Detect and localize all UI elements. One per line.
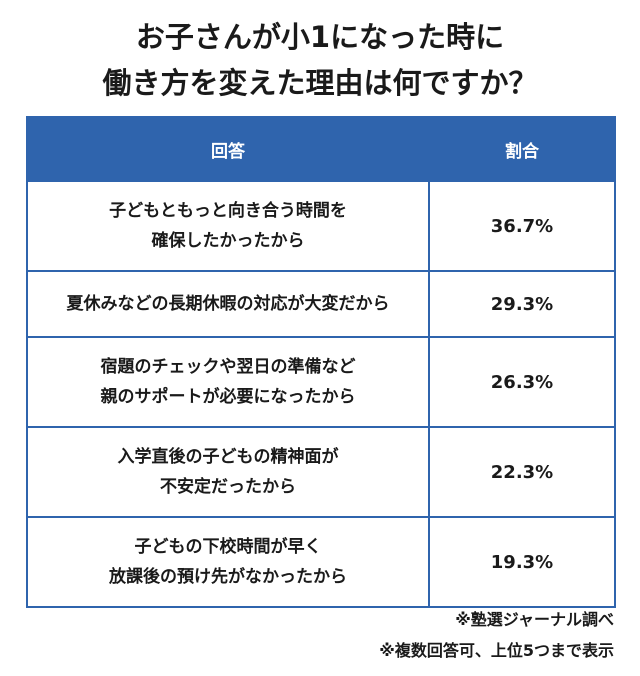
reason-line: 確保したかったから: [151, 231, 305, 251]
header-answer: 回答: [26, 116, 430, 182]
title-line-1: お子さんが小1になった時に: [135, 20, 505, 54]
method-note: ※複数回答可、上位5つまで表示: [379, 641, 614, 660]
percentage-cell: 22.3%: [428, 426, 616, 518]
table-row: 子どもの下校時間が早く 放課後の預け先がなかったから 19.3%: [26, 516, 616, 608]
table-row: 夏休みなどの長期休暇の対応が大変だから 29.3%: [26, 270, 616, 338]
reason-cell: 入学直後の子どもの精神面が 不安定だったから: [26, 426, 430, 518]
source-note: ※塾選ジャーナル調べ: [455, 610, 614, 629]
reason-line: 親のサポートが必要になったから: [100, 387, 356, 407]
reason-cell: 子どもともっと向き合う時間を 確保したかったから: [26, 180, 430, 272]
table-row: 子どもともっと向き合う時間を 確保したかったから 36.7%: [26, 180, 616, 272]
percentage-cell: 36.7%: [428, 180, 616, 272]
title-line-2: 働き方を変えた理由は何ですか？: [102, 66, 538, 100]
page-title: お子さんが小1になった時に 働き方を変えた理由は何ですか？: [0, 14, 640, 106]
reason-line: 子どもの下校時間が早く: [134, 537, 322, 557]
table-header-row: 回答 割合: [26, 116, 616, 182]
percentage-cell: 19.3%: [428, 516, 616, 608]
percentage-cell: 29.3%: [428, 270, 616, 338]
percentage-cell: 26.3%: [428, 336, 616, 428]
reason-line: 入学直後の子どもの精神面が: [117, 447, 339, 467]
reason-line: 夏休みなどの長期休暇の対応が大変だから: [66, 294, 390, 314]
survey-results-table: 回答 割合 子どもともっと向き合う時間を 確保したかったから 36.7% 夏休み…: [26, 116, 616, 608]
table-row: 宿題のチェックや翌日の準備など 親のサポートが必要になったから 26.3%: [26, 336, 616, 428]
footnotes: ※塾選ジャーナル調べ ※複数回答可、上位5つまで表示: [379, 604, 614, 666]
header-ratio: 割合: [428, 116, 616, 182]
reason-cell: 夏休みなどの長期休暇の対応が大変だから: [26, 270, 430, 338]
reason-line: 不安定だったから: [160, 477, 296, 497]
reason-line: 放課後の預け先がなかったから: [109, 567, 347, 587]
reason-line: 宿題のチェックや翌日の準備など: [100, 357, 356, 377]
table-row: 入学直後の子どもの精神面が 不安定だったから 22.3%: [26, 426, 616, 518]
reason-cell: 子どもの下校時間が早く 放課後の預け先がなかったから: [26, 516, 430, 608]
reason-cell: 宿題のチェックや翌日の準備など 親のサポートが必要になったから: [26, 336, 430, 428]
reason-line: 子どもともっと向き合う時間を: [109, 201, 347, 221]
